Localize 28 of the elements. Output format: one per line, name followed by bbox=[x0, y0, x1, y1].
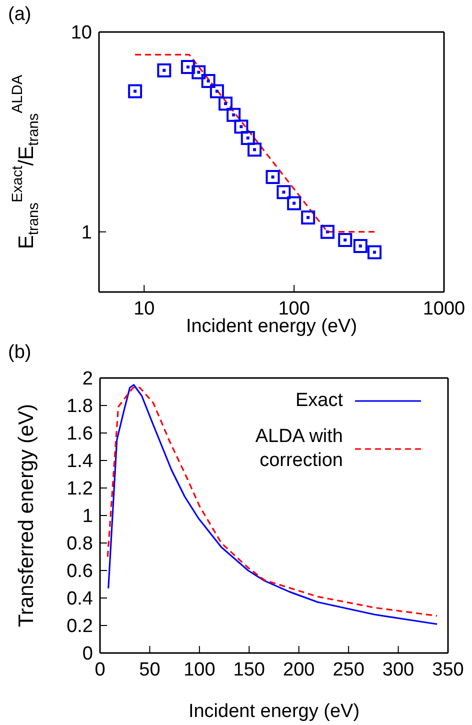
x-axis-title: Incident energy (eV) bbox=[188, 701, 360, 722]
y-tick-label: 1 bbox=[82, 506, 93, 528]
y-tick-label: 0.4 bbox=[66, 588, 94, 610]
text: (a) bbox=[8, 4, 32, 26]
y-tick-label: 1.4 bbox=[66, 451, 94, 472]
x-tick-label: 50 bbox=[139, 659, 160, 680]
x-tick-label: 150 bbox=[233, 659, 265, 680]
y-tick-label: 1.8 bbox=[66, 396, 93, 418]
x-tick-label: 200 bbox=[283, 659, 315, 680]
y-tick-label: 0.6 bbox=[66, 561, 93, 582]
y-tick-label: 2 bbox=[82, 368, 93, 390]
x-tick-label: 10 bbox=[134, 298, 155, 320]
x-tick-label: 350 bbox=[432, 659, 464, 680]
legend-label: Exact bbox=[294, 389, 343, 413]
y-tick-label: 1 bbox=[81, 222, 92, 244]
x-tick-label: 100 bbox=[184, 659, 216, 680]
text: (b) bbox=[8, 342, 32, 364]
y-axis-title: Transferred energy (eV) bbox=[14, 404, 38, 628]
x-tick-label: 250 bbox=[332, 659, 364, 680]
y-tick-label: 1.2 bbox=[66, 478, 93, 500]
x-tick-label: 1000 bbox=[422, 298, 466, 320]
y-tick-label: 10 bbox=[70, 22, 92, 44]
y-tick-label: 1.6 bbox=[66, 424, 93, 445]
legend-label: ALDA with correction bbox=[254, 425, 343, 473]
y-tick-label: 0.2 bbox=[66, 616, 93, 638]
y-tick-label: 0.8 bbox=[66, 534, 93, 555]
y-tick-label: 0 bbox=[82, 644, 93, 665]
x-tick-label: 300 bbox=[382, 659, 414, 680]
